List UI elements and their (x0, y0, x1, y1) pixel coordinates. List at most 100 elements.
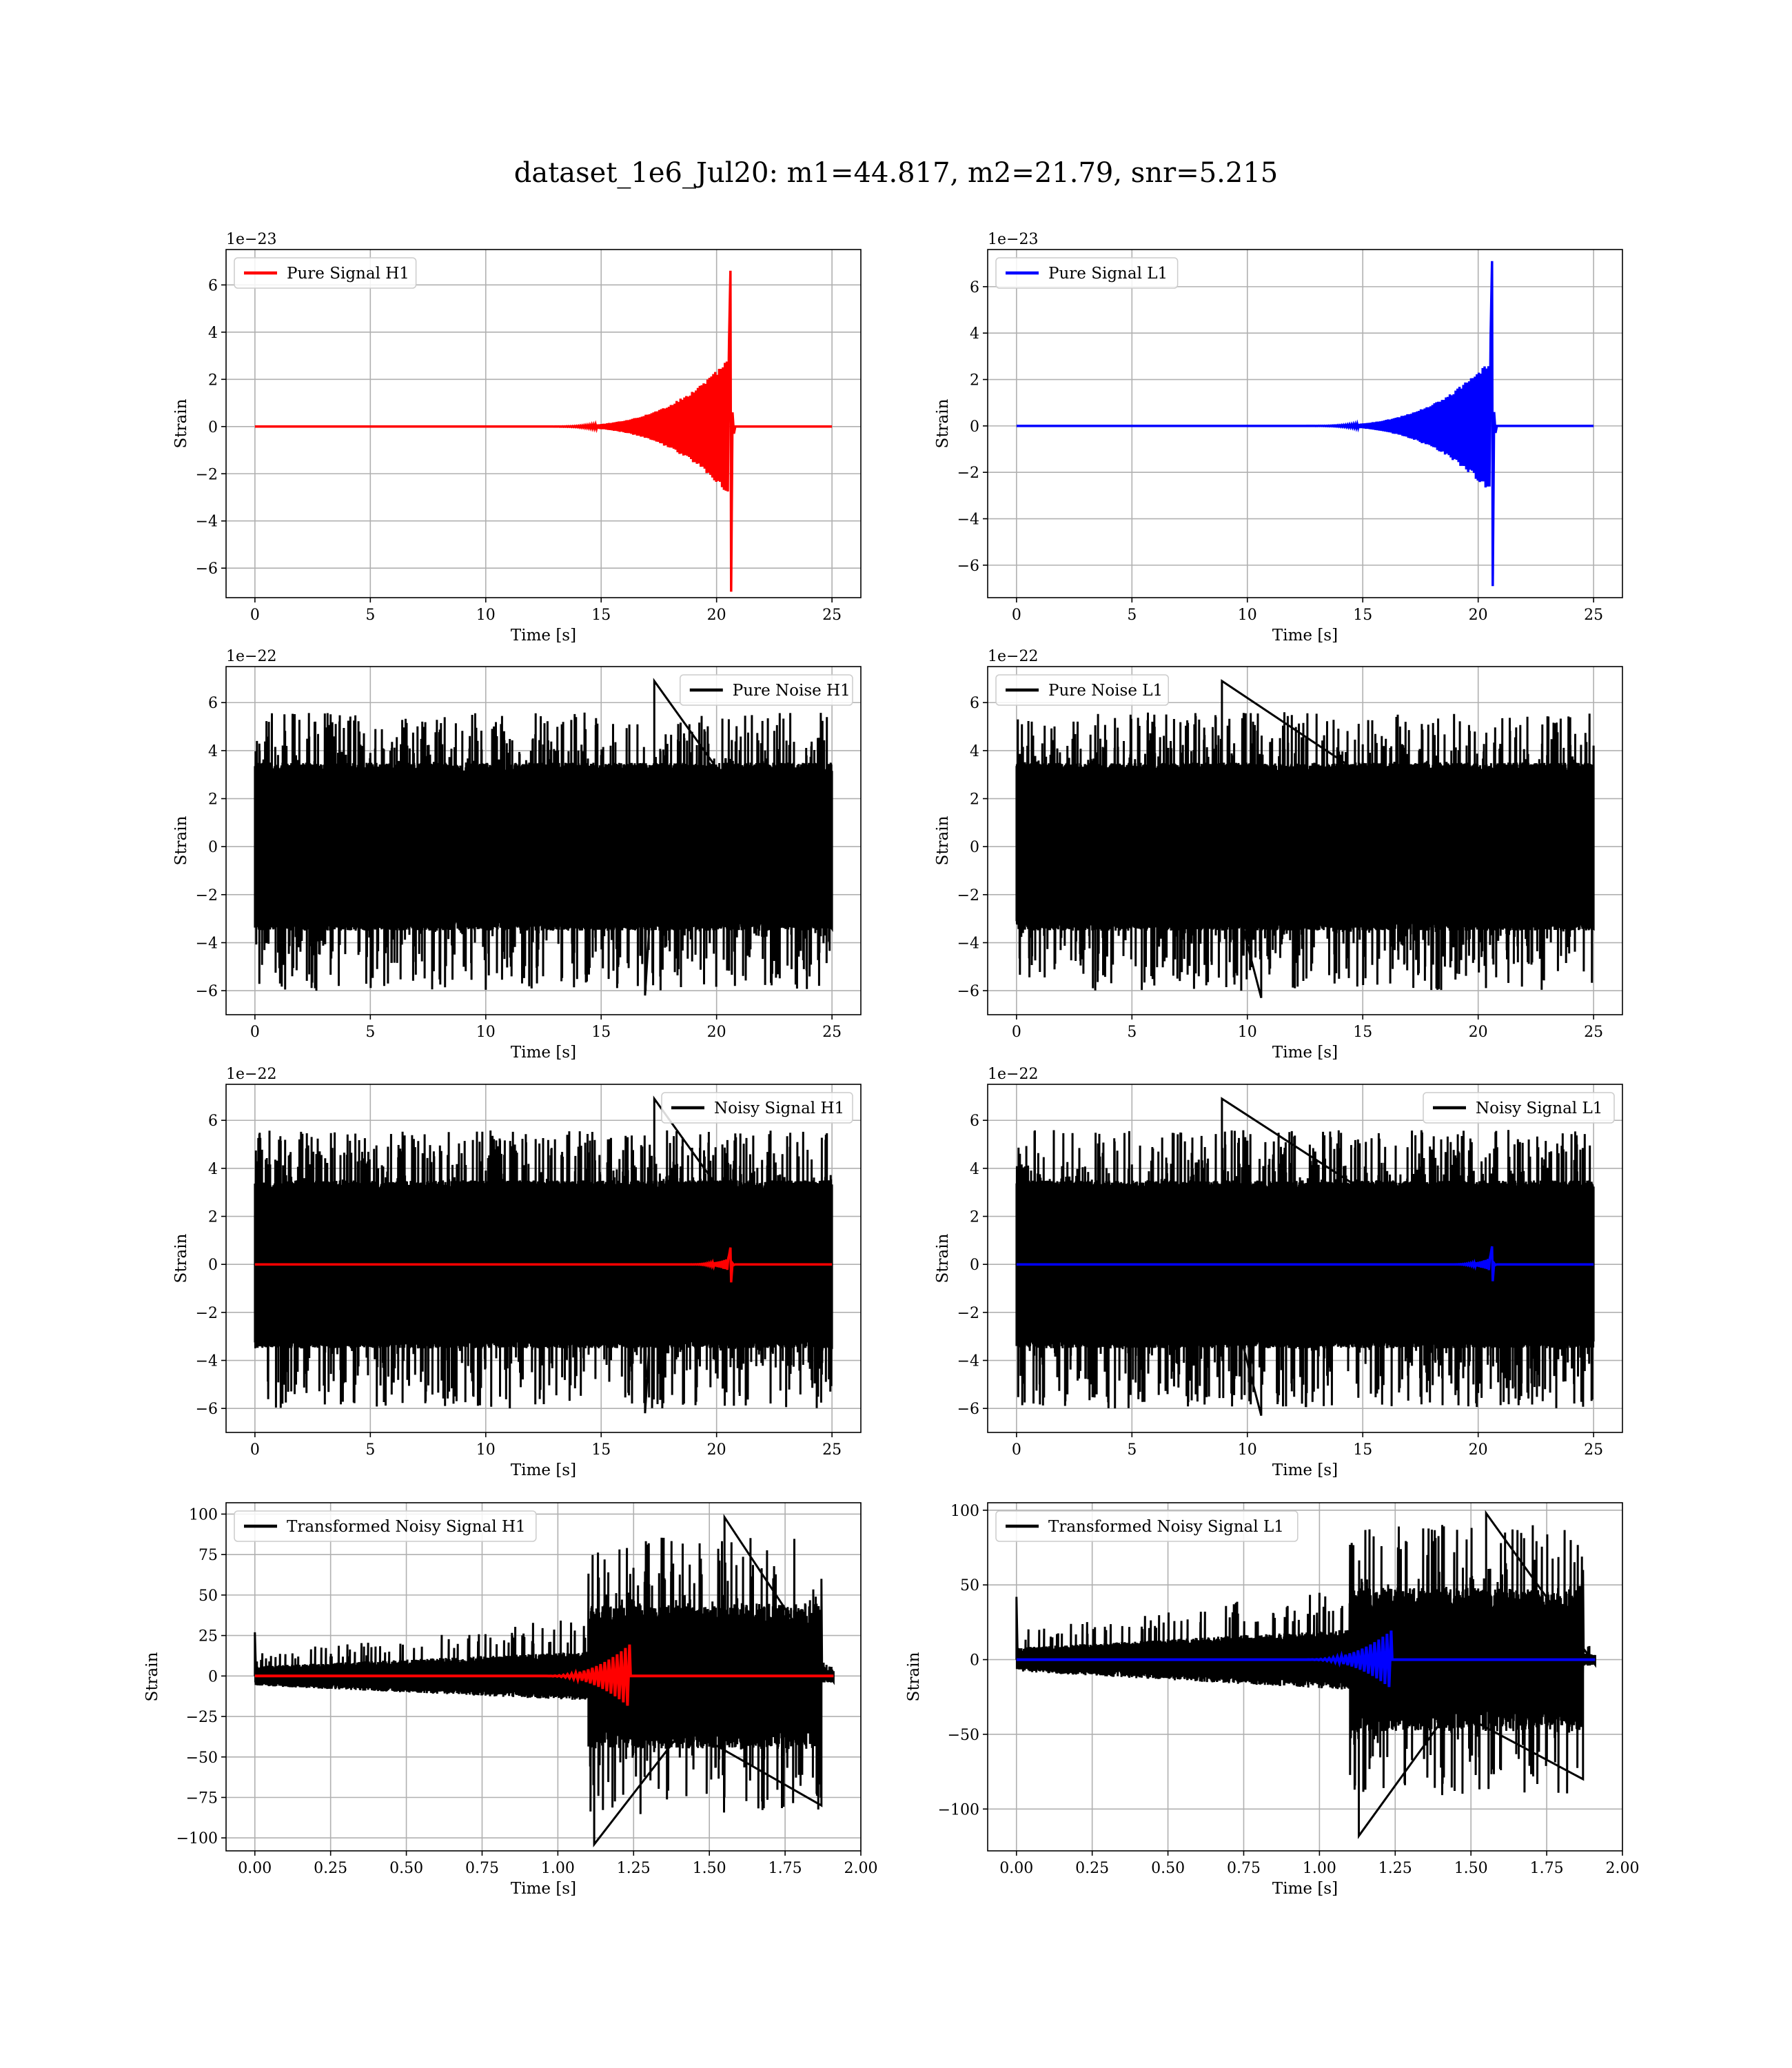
y-tick-label: 50 (960, 1577, 979, 1594)
series-line (1015, 1510, 1596, 1839)
x-tick-label: 1.75 (1530, 1860, 1564, 1877)
x-tick-label: 2.00 (844, 1860, 878, 1877)
y-tick-label: 2 (970, 1209, 979, 1226)
x-tick-label: 5 (365, 1441, 375, 1459)
legend: Noisy Signal L1 (1423, 1092, 1615, 1124)
y-tick-label: −50 (186, 1750, 218, 1767)
axes-frame (987, 249, 1623, 598)
x-tick-label: 0 (1012, 1441, 1021, 1459)
x-tick-label: 0.50 (1151, 1860, 1185, 1877)
x-axis-label: Time [s] (511, 1461, 576, 1479)
y-tick-label: 6 (208, 1113, 218, 1130)
y-axis-label: Strain (172, 398, 190, 448)
y-tick-label: −75 (186, 1790, 218, 1807)
y-tick-label: −4 (196, 1353, 218, 1370)
y-tick-label: 4 (208, 743, 218, 760)
legend: Transformed Noisy Signal H1 (234, 1510, 537, 1542)
series-line (254, 678, 833, 996)
legend: Noisy Signal H1 (661, 1092, 853, 1124)
legend: Pure Noise H1 (680, 674, 853, 706)
series-line (1016, 1630, 1596, 1687)
legend: Pure Noise L1 (995, 674, 1169, 706)
x-tick-label: 5 (1127, 607, 1137, 624)
y-tick-label: 6 (208, 277, 218, 294)
x-tick-label: 0.25 (314, 1860, 347, 1877)
x-tick-label: 0 (250, 1024, 260, 1041)
legend-box (680, 674, 853, 706)
y-tick-label: −2 (196, 1305, 218, 1322)
y-tick-label: 0 (208, 1668, 218, 1685)
y-tick-label: −6 (196, 983, 218, 1000)
x-tick-label: 10 (1238, 1024, 1257, 1041)
x-axis-label: Time [s] (1272, 1044, 1338, 1062)
axes-frame (225, 666, 862, 1015)
x-tick-label: 0.25 (1075, 1860, 1109, 1877)
x-tick-label: 0.00 (238, 1860, 272, 1877)
x-tick-label: 0 (1012, 1024, 1021, 1041)
legend-label: Pure Noise H1 (733, 682, 851, 700)
grid (226, 250, 861, 598)
y-tick-label: 100 (189, 1506, 218, 1523)
series-line (254, 1644, 834, 1706)
y-axis-label: Strain (934, 815, 952, 865)
x-tick-label: 15 (1353, 1024, 1372, 1041)
y-tick-label: −4 (957, 1353, 979, 1370)
y-tick-label: 4 (208, 325, 218, 342)
y-tick-label: −2 (957, 887, 979, 904)
offset-text: 1e−23 (988, 231, 1038, 248)
x-tick-label: 25 (1584, 1441, 1603, 1459)
plot-area (254, 270, 833, 592)
legend-label: Pure Noise L1 (1048, 682, 1163, 700)
x-tick-label: 20 (1469, 1024, 1488, 1041)
y-tick-label: 100 (950, 1503, 979, 1520)
y-tick-label: 4 (970, 325, 979, 343)
x-axis-label: Time [s] (511, 627, 576, 645)
x-tick-label: 20 (707, 1024, 726, 1041)
y-tick-label: −2 (196, 466, 218, 483)
series-line (1016, 1246, 1594, 1281)
legend-box (234, 257, 417, 289)
x-tick-label: 0.75 (1227, 1860, 1261, 1877)
y-tick-label: −4 (196, 514, 218, 531)
x-tick-label: 1.75 (768, 1860, 802, 1877)
y-tick-label: 0 (970, 839, 979, 856)
y-tick-label: −6 (957, 1401, 979, 1418)
x-tick-label: 1.25 (617, 1860, 651, 1877)
y-tick-label: −6 (196, 560, 218, 578)
y-tick-label: −25 (186, 1709, 218, 1726)
x-tick-label: 15 (591, 1024, 611, 1041)
series-line (1015, 679, 1595, 998)
y-tick-label: 0 (208, 419, 218, 436)
legend-label: Noisy Signal H1 (714, 1099, 844, 1117)
offset-text: 1e−22 (226, 648, 276, 665)
series-line (254, 1514, 835, 1847)
x-axis-label: Time [s] (1272, 1461, 1338, 1479)
x-tick-label: 2.00 (1606, 1860, 1640, 1877)
offset-text: 1e−23 (226, 231, 276, 248)
x-tick-label: 25 (822, 1024, 842, 1041)
axes-frame (225, 1084, 862, 1433)
y-axis-label: Strain (172, 815, 190, 865)
x-tick-label: 15 (1353, 607, 1372, 624)
axes-frame (225, 249, 862, 598)
x-axis-label: Time [s] (1272, 627, 1338, 645)
legend-box (995, 257, 1179, 289)
x-tick-label: 10 (476, 607, 496, 624)
y-tick-label: −4 (196, 935, 218, 953)
legend-label: Pure Signal L1 (1048, 265, 1168, 283)
y-tick-label: 25 (198, 1628, 218, 1645)
subplot-6: 0 5 10 15 20 25 −6 −4 −2 0 2 4 6 Time [s] Strain 1e−22 N… (934, 1066, 1623, 1479)
series-line (1016, 261, 1594, 587)
x-tick-label: 5 (365, 607, 375, 624)
x-axis-label: Time [s] (1272, 1880, 1338, 1898)
x-tick-label: 0 (1012, 607, 1021, 624)
y-tick-label: −2 (957, 1305, 979, 1322)
legend-box (1423, 1092, 1615, 1124)
y-tick-label: 0 (970, 418, 979, 436)
x-tick-label: 25 (1584, 1024, 1603, 1041)
y-tick-label: 2 (970, 372, 979, 389)
y-axis-label: Strain (172, 1233, 190, 1283)
axes-frame (225, 1502, 862, 1852)
series-line (254, 1247, 833, 1283)
